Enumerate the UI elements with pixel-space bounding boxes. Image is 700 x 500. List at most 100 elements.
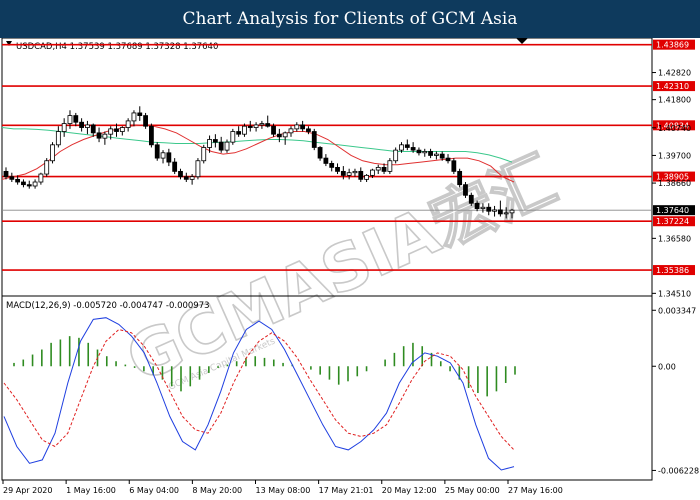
level-label-bg <box>653 265 695 276</box>
candle <box>503 207 509 219</box>
level-label: 1.37224 <box>656 217 689 226</box>
candle <box>50 142 55 164</box>
candles <box>3 106 515 219</box>
candle-body-bull <box>393 149 399 162</box>
candle-body-bull <box>433 153 439 156</box>
level-label-bg <box>653 120 695 131</box>
candle-body-bull <box>131 112 137 122</box>
candle <box>323 154 329 167</box>
banner-title: Chart Analysis for Clients of GCM Asia <box>182 9 518 29</box>
current-price-label: 1.37640 <box>656 206 689 215</box>
candle-body-bull <box>387 160 393 172</box>
candle-body-bear <box>218 141 224 151</box>
candle-body-bull <box>102 133 108 139</box>
candle-body-bull <box>125 120 131 128</box>
price-axis: 1.34510 1.36580 1.38660 1.39700 1.40740 1.418… <box>652 69 691 298</box>
candle-body-bear <box>21 181 26 186</box>
candle-body-bull <box>253 124 259 128</box>
candle-body-bear <box>323 157 329 164</box>
candle-body-bear <box>26 184 32 187</box>
candle-body-bull <box>294 124 300 130</box>
candle-body-bear <box>3 170 9 178</box>
candle-body-bear <box>183 176 189 180</box>
candle-body-bull <box>85 124 90 128</box>
candle-body-bear <box>317 147 323 159</box>
candle-body-bear <box>445 157 451 162</box>
candle-body-bear <box>428 151 433 156</box>
candle-body-bear <box>172 161 178 172</box>
candle-body-bear <box>247 125 253 128</box>
candle-body-bull <box>38 173 44 183</box>
candle <box>212 134 218 148</box>
level-label-bg <box>653 216 695 227</box>
candle <box>410 142 416 153</box>
candle-body-bull <box>44 160 50 175</box>
candle <box>457 168 463 188</box>
candle-body-bull <box>201 147 207 162</box>
macd-panel: MACD(12,26,9) -0.005720 -0.004747 -0.000… <box>1 295 699 481</box>
candle-body-bull <box>119 127 125 132</box>
time-tick-label: 1 May 16:00 <box>66 486 116 495</box>
candle-body-bear <box>416 149 422 154</box>
candle <box>492 205 497 217</box>
candle-body-bull <box>346 172 352 176</box>
candle <box>340 166 346 180</box>
candle-body-bear <box>149 125 154 146</box>
candle <box>160 150 166 164</box>
level-label: 1.42310 <box>656 82 689 91</box>
candle <box>416 147 422 156</box>
macd-tick-label: -0.006228 <box>658 466 699 475</box>
candle-body-bull <box>224 141 230 151</box>
level-label: 1.35386 <box>656 266 689 275</box>
candle-body-bear <box>486 206 492 212</box>
candle-body-bull <box>509 209 515 214</box>
candle-body-bear <box>404 144 410 148</box>
candle-body-bear <box>306 128 311 132</box>
macd-lines <box>3 317 515 471</box>
candle <box>288 126 294 137</box>
chart-area[interactable]: GCMASIA宏汇 GCM Asia Capital Markets USDCA… <box>0 38 700 500</box>
candle-body-bull <box>492 209 497 212</box>
level-label-bg <box>653 171 695 182</box>
time-tick-label: 29 Apr 2020 <box>3 486 52 495</box>
candle <box>85 120 90 135</box>
candle <box>67 110 73 129</box>
price-panel: USDCAD,H4 1.37539 1.37689 1.37328 1.3764… <box>1 38 695 298</box>
level-label-bg <box>653 39 695 50</box>
candle-body-bear <box>154 144 160 159</box>
candle-body-bear <box>79 121 85 128</box>
level-label: 1.38905 <box>656 173 689 182</box>
candle-body-bull <box>55 131 61 146</box>
time-axis: 29 Apr 2020 1 May 16:00 6 May 04:00 8 May 2… <box>2 480 563 495</box>
candle-body-bear <box>457 170 463 186</box>
candle <box>114 123 119 137</box>
candle-body-bear <box>358 170 364 180</box>
candle-body-bear <box>311 131 317 148</box>
candle <box>137 106 143 121</box>
candle <box>468 192 474 206</box>
candle-body-bear <box>166 152 172 163</box>
candle-body-bull <box>50 144 55 162</box>
candle <box>271 123 276 137</box>
candle-body-bull <box>503 212 509 215</box>
price-tick-label: 1.42820 <box>658 69 691 78</box>
candle <box>207 135 212 153</box>
candle <box>79 118 85 132</box>
candle-body-bear <box>300 124 306 130</box>
candle-body-bear <box>236 131 242 135</box>
candle-body-bull <box>195 160 201 178</box>
candle <box>189 174 195 185</box>
candle <box>497 200 503 217</box>
macd-axis: 0.003347 0.00 -0.006228 <box>652 306 699 475</box>
time-tick-label: 27 May 16:00 <box>508 486 563 495</box>
current-price-label-bg <box>653 205 695 216</box>
candle <box>178 168 183 180</box>
time-tick-label: 25 May 00:00 <box>445 486 500 495</box>
candle-body-bull <box>259 123 265 126</box>
candle-body-bear <box>468 194 474 204</box>
candle <box>125 118 131 132</box>
symbol-dropdown-icon[interactable] <box>6 41 12 46</box>
candle <box>3 167 9 180</box>
chart-background <box>0 38 700 500</box>
candle <box>352 168 358 177</box>
